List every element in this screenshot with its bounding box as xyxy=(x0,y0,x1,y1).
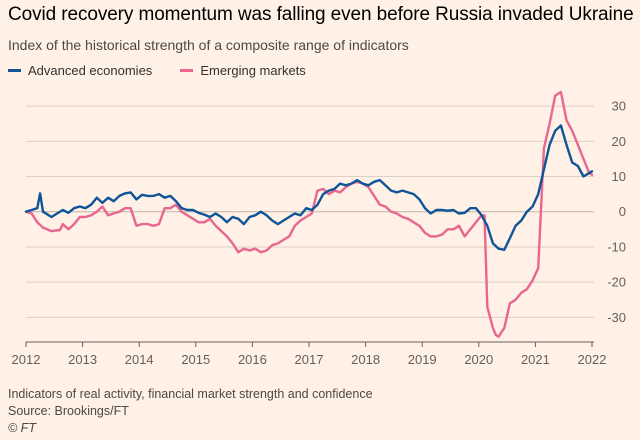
y-tick-label-3: 0 xyxy=(619,204,626,219)
legend-label-emerging: Emerging markets xyxy=(200,63,306,78)
series-line-advanced xyxy=(24,124,594,251)
x-tick-label-0: 2012 xyxy=(12,352,41,367)
chart-subtitle: Index of the historical strength of a co… xyxy=(8,37,409,53)
y-tick-label-0: 30 xyxy=(612,99,626,114)
y-tick-label-2: 10 xyxy=(612,169,626,184)
y-tick-label-4: -10 xyxy=(607,239,626,254)
x-tick-label-2: 2014 xyxy=(125,352,154,367)
x-tick-label-10: 2022 xyxy=(578,352,607,367)
footer-credit: © FT xyxy=(8,421,36,435)
chart-title: Covid recovery momentum was falling even… xyxy=(8,4,634,25)
y-tick-label-5: -20 xyxy=(607,275,626,290)
series-line-emerging xyxy=(24,90,594,338)
x-tick-label-4: 2016 xyxy=(238,352,267,367)
x-tick-label-5: 2017 xyxy=(295,352,324,367)
x-tick-label-7: 2019 xyxy=(408,352,437,367)
x-tick-label-1: 2013 xyxy=(68,352,97,367)
y-tick-label-6: -30 xyxy=(607,310,626,325)
legend-swatch-emerging xyxy=(180,69,194,72)
legend: Advanced economies Emerging markets xyxy=(8,63,334,78)
legend-label-advanced: Advanced economies xyxy=(28,63,153,78)
legend-item-emerging: Emerging markets xyxy=(180,63,306,78)
y-tick-label-1: 20 xyxy=(612,134,626,149)
x-tick-label-8: 2020 xyxy=(464,352,493,367)
legend-item-advanced: Advanced economies xyxy=(8,63,152,78)
footer-source: Source: Brookings/FT xyxy=(8,404,129,418)
legend-swatch-advanced xyxy=(8,69,21,72)
x-tick-label-6: 2018 xyxy=(351,352,380,367)
x-tick-label-9: 2021 xyxy=(521,352,550,367)
footer-note: Indicators of real activity, financial m… xyxy=(8,387,373,401)
x-tick-label-3: 2015 xyxy=(181,352,210,367)
